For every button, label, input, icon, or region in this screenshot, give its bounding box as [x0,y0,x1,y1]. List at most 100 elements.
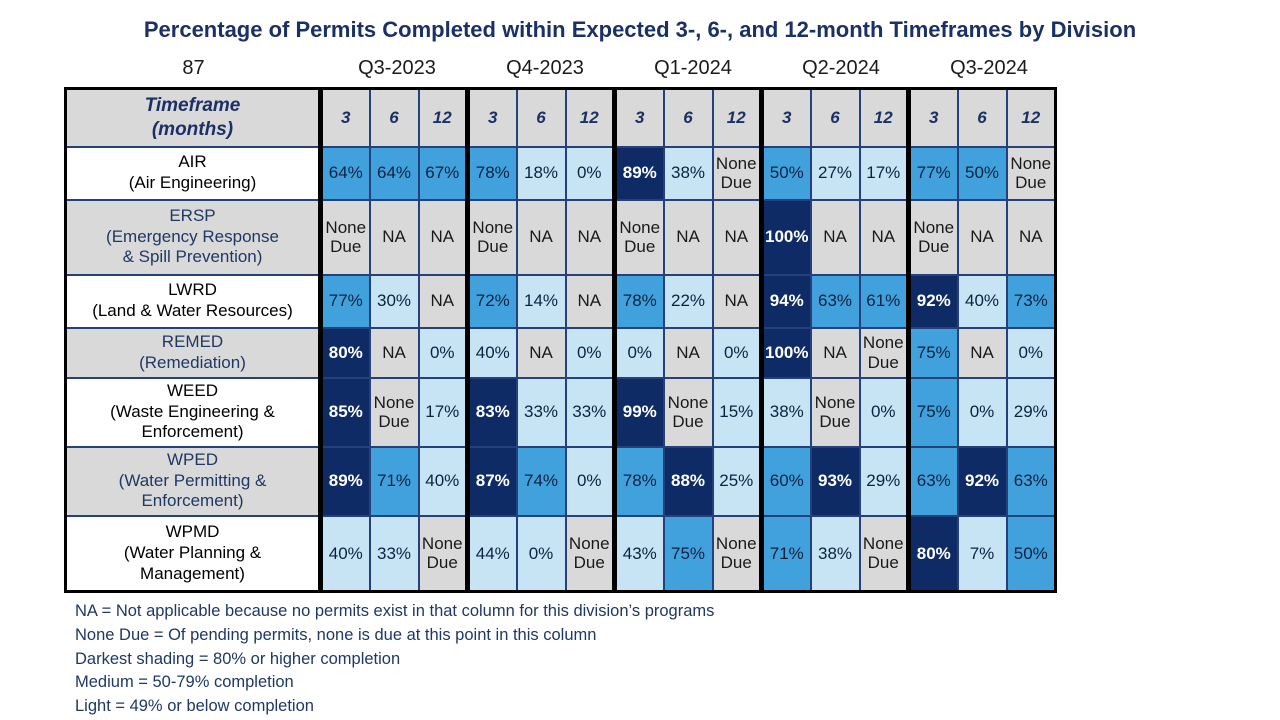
table-row-ersp: ERSP (Emergency Response & Spill Preventio… [64,198,1057,276]
header-months-Q1-2024-3: 3 [612,87,665,148]
legend-note-3: Darkest shading = 80% or higher completi… [75,649,401,668]
cell-wpmd-Q2-2024-12mo: None Due [858,514,910,593]
cell-wpmd-Q3-2024-3mo: 80% [906,514,959,593]
cell-wped-Q3-2023-6mo: 71% [368,445,420,517]
cell-air-Q2-2024-6mo: 27% [809,145,861,201]
cell-remed-Q1-2024-3mo: 0% [612,326,665,379]
header-months-Q3-2023-3: 3 [318,87,371,148]
report-page: Percentage of Permits Completed within E… [0,17,1280,719]
cell-remed-Q3-2024-3mo: 75% [906,326,959,379]
cell-ersp-Q3-2024-6mo: NA [956,198,1008,276]
cell-lwrd-Q2-2024-12mo: 61% [858,273,910,329]
division-label-air: AIR (Air Engineering) [64,145,322,201]
cell-ersp-Q3-2024-12mo: NA [1005,198,1057,276]
cell-air-Q3-2024-3mo: 77% [906,145,959,201]
page-title: Percentage of Permits Completed within E… [143,17,1137,42]
cell-weed-Q4-2023-12mo: 33% [564,376,616,448]
cell-weed-Q3-2024-6mo: 0% [956,376,1008,448]
header-months-Q3-2023-12: 12 [417,87,469,148]
cell-lwrd-Q4-2023-6mo: 14% [515,273,567,329]
cell-ersp-Q1-2024-12mo: NA [711,198,763,276]
table-row-remed: REMED (Remediation) 80% NA 0% 40% NA 0% 0% NA 0% 10… [64,326,1057,379]
header-months-Q3-2023-6: 6 [368,87,420,148]
division-label-lwrd: LWRD (Land & Water Resources) [64,273,322,329]
cell-remed-Q1-2024-12mo: 0% [711,326,763,379]
cell-air-Q3-2023-3mo: 64% [318,145,371,201]
cell-remed-Q4-2023-3mo: 40% [465,326,518,379]
cell-wpmd-Q1-2024-12mo: None Due [711,514,763,593]
cell-lwrd-Q3-2023-12mo: NA [417,273,469,329]
cell-ersp-Q1-2024-6mo: NA [662,198,714,276]
table-row-air: AIR (Air Engineering) 64% 64% 67% 78% 18% 0% 89%… [64,145,1057,201]
cell-wpmd-Q3-2023-12mo: None Due [417,514,469,593]
cell-lwrd-Q4-2023-12mo: NA [564,273,616,329]
cell-wped-Q3-2023-12mo: 40% [417,445,469,517]
table-header-row: Timeframe (months) 3 6 12 3 6 12 3 6 12 3 6 12 3 6 12 [64,87,1057,148]
cell-air-Q2-2024-12mo: 17% [858,145,910,201]
cell-air-Q2-2024-3mo: 50% [759,145,812,201]
cell-remed-Q4-2023-6mo: NA [515,326,567,379]
cell-wpmd-Q3-2024-12mo: 50% [1005,514,1057,593]
cell-wped-Q3-2024-12mo: 63% [1005,445,1057,517]
cell-lwrd-Q4-2023-3mo: 72% [465,273,518,329]
cell-air-Q1-2024-6mo: 38% [662,145,714,201]
cell-wpmd-Q4-2023-12mo: None Due [564,514,616,593]
cell-weed-Q3-2023-12mo: 17% [417,376,469,448]
cell-weed-Q1-2024-12mo: 15% [711,376,763,448]
cell-weed-Q1-2024-6mo: None Due [662,376,714,448]
cell-ersp-Q4-2023-6mo: NA [515,198,567,276]
cell-air-Q3-2023-6mo: 64% [368,145,420,201]
cell-remed-Q3-2024-12mo: 0% [1005,326,1057,379]
cell-air-Q1-2024-3mo: 89% [612,145,665,201]
cell-ersp-Q2-2024-6mo: NA [809,198,861,276]
cell-air-Q3-2024-6mo: 50% [956,145,1008,201]
cell-lwrd-Q1-2024-3mo: 78% [612,273,665,329]
header-months-Q3-2024-3: 3 [906,87,959,148]
cell-ersp-Q3-2024-3mo: None Due [906,198,959,276]
header-months-Q4-2023-3: 3 [465,87,518,148]
permits-heatmap-table: Timeframe (months) 3 6 12 3 6 12 3 6 12 3 6 12 3 6 12 A… [64,87,1057,593]
cell-wped-Q2-2024-6mo: 93% [809,445,861,517]
quarter-label-Q3-2023: Q3-2023 [358,56,436,79]
quarter-header-row: 87 Q3-2023 Q4-2023 Q1-2024 Q2-2024 Q3-2024 [64,52,1280,84]
header-months-Q4-2023-6: 6 [515,87,567,148]
cell-wpmd-Q2-2024-3mo: 71% [759,514,812,593]
table-row-weed: WEED (Waste Engineering & Enforcement) 85% N… [64,376,1057,448]
legend-note-1: NA = Not applicable because no permits e… [75,602,715,620]
cell-air-Q4-2023-6mo: 18% [515,145,567,201]
legend-note-5: Light = 49% or below completion [75,697,314,715]
table-row-wped: WPED (Water Permitting & Enforcement) 89% 71… [64,445,1057,517]
cell-ersp-Q3-2023-3mo: None Due [318,198,371,276]
cell-lwrd-Q2-2024-3mo: 94% [759,273,812,329]
legend-notes: NA = Not applicable because no permits e… [75,600,1280,719]
cell-weed-Q3-2023-6mo: None Due [368,376,420,448]
cell-weed-Q1-2024-3mo: 99% [612,376,665,448]
cell-lwrd-Q3-2023-6mo: 30% [368,273,420,329]
cell-wped-Q3-2024-3mo: 63% [906,445,959,517]
cell-wpmd-Q4-2023-3mo: 44% [465,514,518,593]
cell-ersp-Q3-2023-6mo: NA [368,198,420,276]
cell-wpmd-Q1-2024-3mo: 43% [612,514,665,593]
division-label-wpmd: WPMD (Water Planning & Management) [64,514,322,593]
cell-ersp-Q4-2023-12mo: NA [564,198,616,276]
cell-wpmd-Q3-2023-6mo: 33% [368,514,420,593]
cell-ersp-Q2-2024-3mo: 100% [759,198,812,276]
header-months-Q4-2023-12: 12 [564,87,616,148]
cell-wped-Q4-2023-3mo: 87% [465,445,518,517]
header-months-Q1-2024-12: 12 [711,87,763,148]
division-label-weed: WEED (Waste Engineering & Enforcement) [64,376,322,448]
cell-ersp-Q4-2023-3mo: None Due [465,198,518,276]
cell-air-Q1-2024-12mo: None Due [711,145,763,201]
cell-air-Q4-2023-12mo: 0% [564,145,616,201]
cell-remed-Q3-2023-12mo: 0% [417,326,469,379]
cell-wped-Q2-2024-3mo: 60% [759,445,812,517]
header-months-Q2-2024-6: 6 [809,87,861,148]
cell-remed-Q3-2023-6mo: NA [368,326,420,379]
quarter-label-Q1-2024: Q1-2024 [654,56,732,79]
header-months-Q3-2024-6: 6 [956,87,1008,148]
cell-lwrd-Q3-2024-3mo: 92% [906,273,959,329]
cell-wped-Q4-2023-6mo: 74% [515,445,567,517]
cell-weed-Q3-2024-3mo: 75% [906,376,959,448]
cell-lwrd-Q3-2024-12mo: 73% [1005,273,1057,329]
cell-lwrd-Q1-2024-6mo: 22% [662,273,714,329]
